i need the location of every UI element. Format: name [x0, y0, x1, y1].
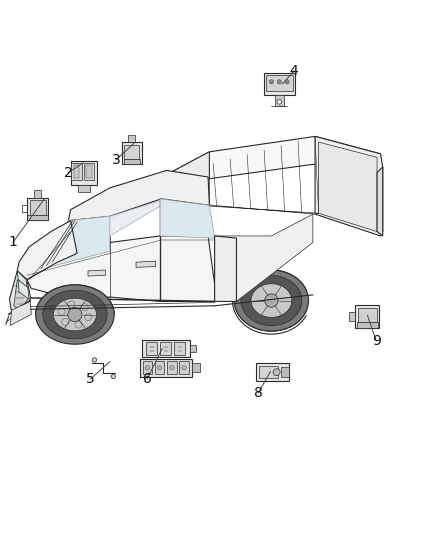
- Text: 2: 2: [64, 166, 73, 180]
- Polygon shape: [86, 165, 92, 177]
- Polygon shape: [71, 163, 82, 180]
- Polygon shape: [27, 236, 215, 302]
- Polygon shape: [160, 199, 215, 238]
- Circle shape: [277, 79, 282, 84]
- Polygon shape: [160, 343, 171, 354]
- Polygon shape: [256, 363, 289, 381]
- Polygon shape: [140, 359, 192, 377]
- Polygon shape: [34, 190, 41, 198]
- Polygon shape: [234, 270, 308, 331]
- Polygon shape: [179, 361, 189, 374]
- Circle shape: [170, 366, 174, 370]
- Polygon shape: [259, 366, 278, 378]
- Polygon shape: [122, 142, 141, 164]
- Polygon shape: [53, 298, 96, 331]
- Polygon shape: [377, 167, 383, 236]
- Polygon shape: [146, 343, 157, 354]
- Circle shape: [157, 366, 162, 370]
- Text: 4: 4: [290, 64, 298, 78]
- Polygon shape: [43, 290, 107, 339]
- Polygon shape: [162, 201, 318, 214]
- Polygon shape: [136, 261, 155, 268]
- Polygon shape: [143, 361, 152, 374]
- Polygon shape: [142, 340, 190, 357]
- Polygon shape: [27, 215, 48, 220]
- Circle shape: [92, 358, 97, 362]
- Polygon shape: [74, 165, 79, 177]
- Polygon shape: [192, 364, 200, 372]
- Polygon shape: [190, 345, 196, 352]
- Polygon shape: [155, 361, 164, 374]
- Circle shape: [273, 369, 280, 376]
- Polygon shape: [124, 144, 139, 159]
- Polygon shape: [124, 159, 140, 164]
- Polygon shape: [356, 305, 379, 328]
- Polygon shape: [318, 142, 377, 231]
- Circle shape: [182, 366, 186, 370]
- Polygon shape: [29, 200, 46, 215]
- Polygon shape: [44, 216, 110, 266]
- Polygon shape: [241, 276, 302, 326]
- Circle shape: [285, 79, 289, 84]
- Polygon shape: [17, 271, 27, 287]
- Polygon shape: [162, 177, 209, 203]
- Polygon shape: [315, 136, 383, 236]
- Polygon shape: [174, 343, 185, 354]
- Polygon shape: [162, 152, 209, 201]
- Polygon shape: [215, 236, 237, 302]
- Polygon shape: [264, 72, 295, 95]
- Polygon shape: [167, 361, 177, 374]
- Polygon shape: [84, 163, 94, 180]
- Circle shape: [68, 308, 82, 321]
- Polygon shape: [71, 160, 97, 184]
- Circle shape: [269, 79, 274, 84]
- Polygon shape: [14, 280, 28, 310]
- Polygon shape: [349, 312, 356, 321]
- Polygon shape: [281, 367, 289, 377]
- Polygon shape: [251, 284, 292, 317]
- Polygon shape: [68, 171, 209, 221]
- Polygon shape: [357, 321, 378, 328]
- Text: 1: 1: [8, 236, 18, 249]
- Polygon shape: [67, 199, 166, 240]
- Polygon shape: [17, 221, 77, 280]
- Polygon shape: [35, 285, 114, 344]
- Polygon shape: [18, 280, 29, 299]
- Circle shape: [265, 294, 278, 307]
- Polygon shape: [10, 271, 30, 319]
- Text: 5: 5: [86, 372, 95, 386]
- Polygon shape: [128, 135, 135, 142]
- Circle shape: [111, 374, 116, 379]
- Text: 6: 6: [142, 372, 152, 386]
- Polygon shape: [215, 214, 313, 302]
- Circle shape: [277, 100, 282, 104]
- Polygon shape: [266, 75, 293, 91]
- Text: 3: 3: [112, 152, 121, 166]
- Polygon shape: [11, 302, 31, 326]
- Polygon shape: [161, 136, 381, 179]
- Polygon shape: [275, 95, 284, 106]
- Polygon shape: [27, 198, 48, 220]
- Text: 9: 9: [372, 334, 381, 348]
- Circle shape: [145, 366, 150, 370]
- Polygon shape: [88, 270, 106, 276]
- Polygon shape: [358, 308, 377, 321]
- Polygon shape: [78, 184, 90, 192]
- Text: 8: 8: [254, 386, 263, 400]
